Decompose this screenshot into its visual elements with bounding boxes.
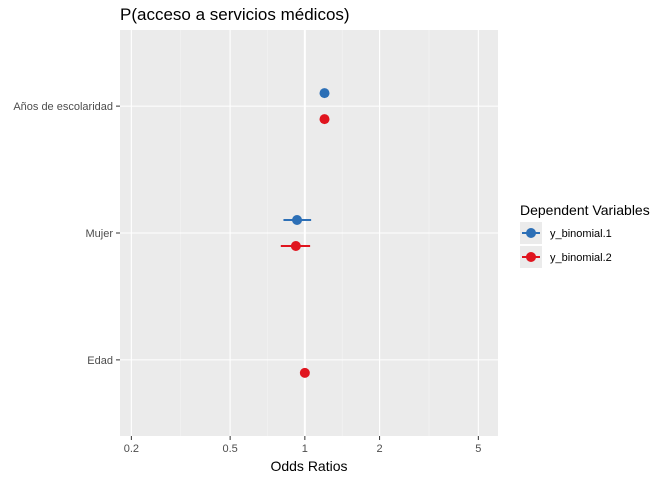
y-tick-label: Mujer [85,228,113,240]
x-tick-label: 5 [475,443,481,455]
legend: Dependent Variables y_binomial.1 y_binomi… [520,202,650,268]
chart-title: P(acceso a servicios médicos) [120,5,350,24]
data-point [290,241,301,251]
axes: 0.2 0.5 1 2 5 Años de escolaridad Mujer Edad [13,101,481,455]
x-tick-label: 0.2 [124,443,139,455]
legend-label: y_binomial.1 [550,228,612,240]
x-tick-label: 1 [302,443,308,455]
data-point [299,367,310,378]
x-tick-label: 0.5 [222,443,237,455]
data-marks [280,88,330,378]
y-tick-label: Años de escolaridad [13,101,113,113]
legend-title: Dependent Variables [520,202,650,218]
data-point [292,215,303,225]
x-tick-label: 2 [377,443,383,455]
legend-label: y_binomial.2 [550,252,612,264]
data-point [319,114,330,125]
legend-key-point [526,228,536,238]
x-axis-title: Odds Ratios [270,458,347,474]
legend-key-point [526,252,536,262]
data-point [319,88,330,99]
y-tick-label: Edad [87,355,113,367]
